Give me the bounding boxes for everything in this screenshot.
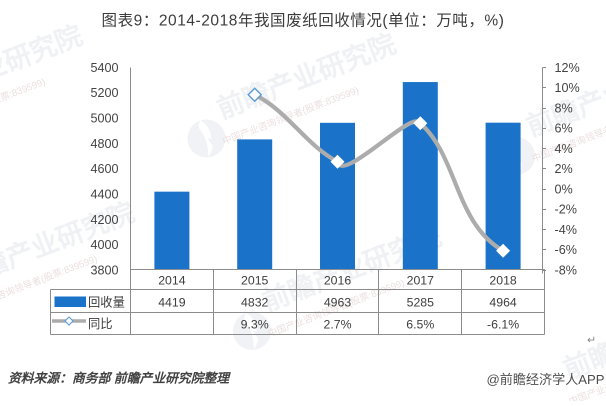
svg-text:2.7%: 2.7% [323,318,351,332]
svg-text:4%: 4% [555,142,573,156]
svg-text:图表9：2014-2018年我国废纸回收情况(单位：万吨，%: 图表9：2014-2018年我国废纸回收情况(单位：万吨，%) [102,12,505,30]
svg-text:5200: 5200 [90,86,118,100]
svg-text:0%: 0% [555,182,573,196]
svg-text:-2%: -2% [555,203,577,217]
svg-text:4964: 4964 [489,295,517,309]
svg-text:8%: 8% [555,101,573,115]
svg-text:资料来源：商务部 前瞻产业研究院整理: 资料来源：商务部 前瞻产业研究院整理 [8,371,231,386]
svg-text:10%: 10% [555,81,580,95]
svg-text:4000: 4000 [90,238,118,252]
svg-text:4963: 4963 [324,295,352,309]
svg-text:4200: 4200 [90,213,118,227]
svg-text:-4%: -4% [555,223,577,237]
svg-text:回收量: 回收量 [88,295,125,309]
svg-text:同比: 同比 [88,317,113,331]
svg-text:6%: 6% [555,122,573,136]
svg-text:2%: 2% [555,162,573,176]
svg-text:12%: 12% [555,61,580,75]
svg-text:2016: 2016 [324,274,352,288]
svg-text:3800: 3800 [90,263,118,277]
svg-text:2015: 2015 [241,274,269,288]
svg-text:4400: 4400 [90,187,118,201]
svg-text:5285: 5285 [407,295,435,309]
svg-text:4800: 4800 [90,137,118,151]
svg-text:4419: 4419 [158,295,186,309]
svg-text:6.5%: 6.5% [406,318,434,332]
svg-text:5400: 5400 [90,61,118,75]
svg-text:2018: 2018 [489,274,517,288]
svg-text:-8%: -8% [555,263,577,277]
svg-text:4600: 4600 [90,162,118,176]
svg-text:5000: 5000 [90,112,118,126]
svg-text:@前瞻经济学人APP: @前瞻经济学人APP [486,371,604,387]
svg-text:↵: ↵ [587,335,596,347]
svg-text:-6.1%: -6.1% [487,318,519,332]
svg-text:4832: 4832 [241,295,269,309]
svg-text:-6%: -6% [555,243,577,257]
svg-text:2017: 2017 [407,274,435,288]
svg-text:9.3%: 9.3% [241,318,269,332]
svg-text:2014: 2014 [158,274,186,288]
